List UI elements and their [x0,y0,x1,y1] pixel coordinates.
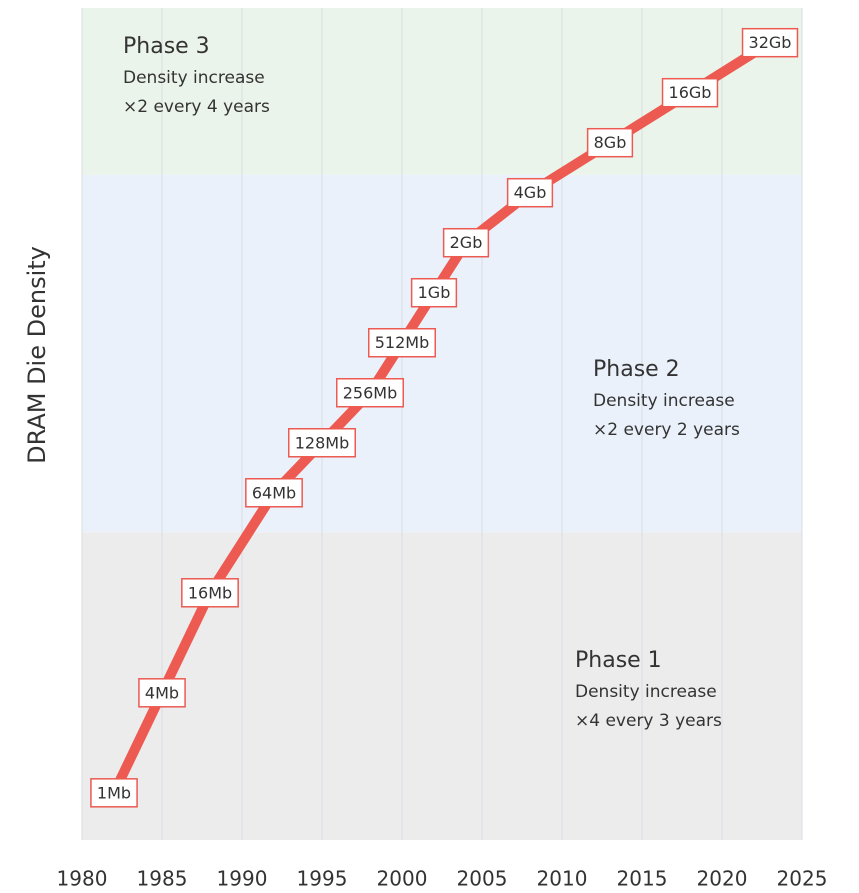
x-tick-label: 2010 [537,867,588,891]
phase-text: Density increase [123,68,265,88]
x-tick-label: 2015 [617,867,668,891]
label-box [138,678,186,708]
data-label: 512Mb [368,327,436,358]
label-text: 128Mb [295,433,350,452]
phase-text: ×2 every 2 years [593,420,740,440]
x-tick-label: 1980 [57,867,108,891]
label-box [245,478,303,508]
data-label: 4Gb [506,177,554,208]
label-box [181,578,239,608]
phase-title: Phase 3 [123,34,210,59]
label-box [586,127,634,158]
label-text: 1Mb [97,783,131,802]
label-text: 4Gb [514,183,547,202]
x-tick-label: 1995 [297,867,348,891]
y-axis-label: DRAM Die Density [23,246,51,464]
label-text: 16Mb [188,583,232,602]
label-box [661,77,719,108]
x-tick-label: 2000 [377,867,428,891]
phase-title: Phase 2 [593,357,680,382]
data-label: 1Gb [410,277,458,308]
data-label: 64Mb [245,478,303,508]
label-box [336,378,404,408]
data-label: 8Gb [586,127,634,158]
data-label: 16Gb [661,77,719,108]
x-tick-label: 2020 [697,867,748,891]
label-text: 32Gb [749,33,792,52]
data-label: 16Mb [181,578,239,608]
phase-text: Density increase [593,391,735,411]
label-box [442,227,490,258]
label-text: 8Gb [594,133,627,152]
phase-text: ×2 every 4 years [123,97,270,117]
data-label: 32Gb [741,27,799,58]
x-tick-label: 2025 [777,867,828,891]
data-label: 128Mb [288,428,356,458]
label-box [288,428,356,458]
data-label: 2Gb [442,227,490,258]
label-text: 1Gb [418,283,451,302]
phase-text: Density increase [575,682,717,702]
data-label: 4Mb [138,678,186,708]
phase-band [82,174,802,533]
phase-text: ×4 every 3 years [575,711,722,731]
label-text: 64Mb [252,483,296,502]
label-box [90,778,138,808]
x-tick-label: 2005 [457,867,508,891]
label-text: 512Mb [375,333,430,352]
label-box [368,327,436,358]
data-label: 1Mb [90,778,138,808]
data-label: 256Mb [336,378,404,408]
label-box [506,177,554,208]
label-box [410,277,458,308]
label-text: 2Gb [450,233,483,252]
label-text: 256Mb [343,383,398,402]
label-box [741,27,799,58]
x-tick-label: 1990 [217,867,268,891]
x-tick-label: 1985 [137,867,188,891]
label-text: 16Gb [669,83,712,102]
phase-title: Phase 1 [575,648,662,673]
label-text: 4Mb [145,683,179,702]
